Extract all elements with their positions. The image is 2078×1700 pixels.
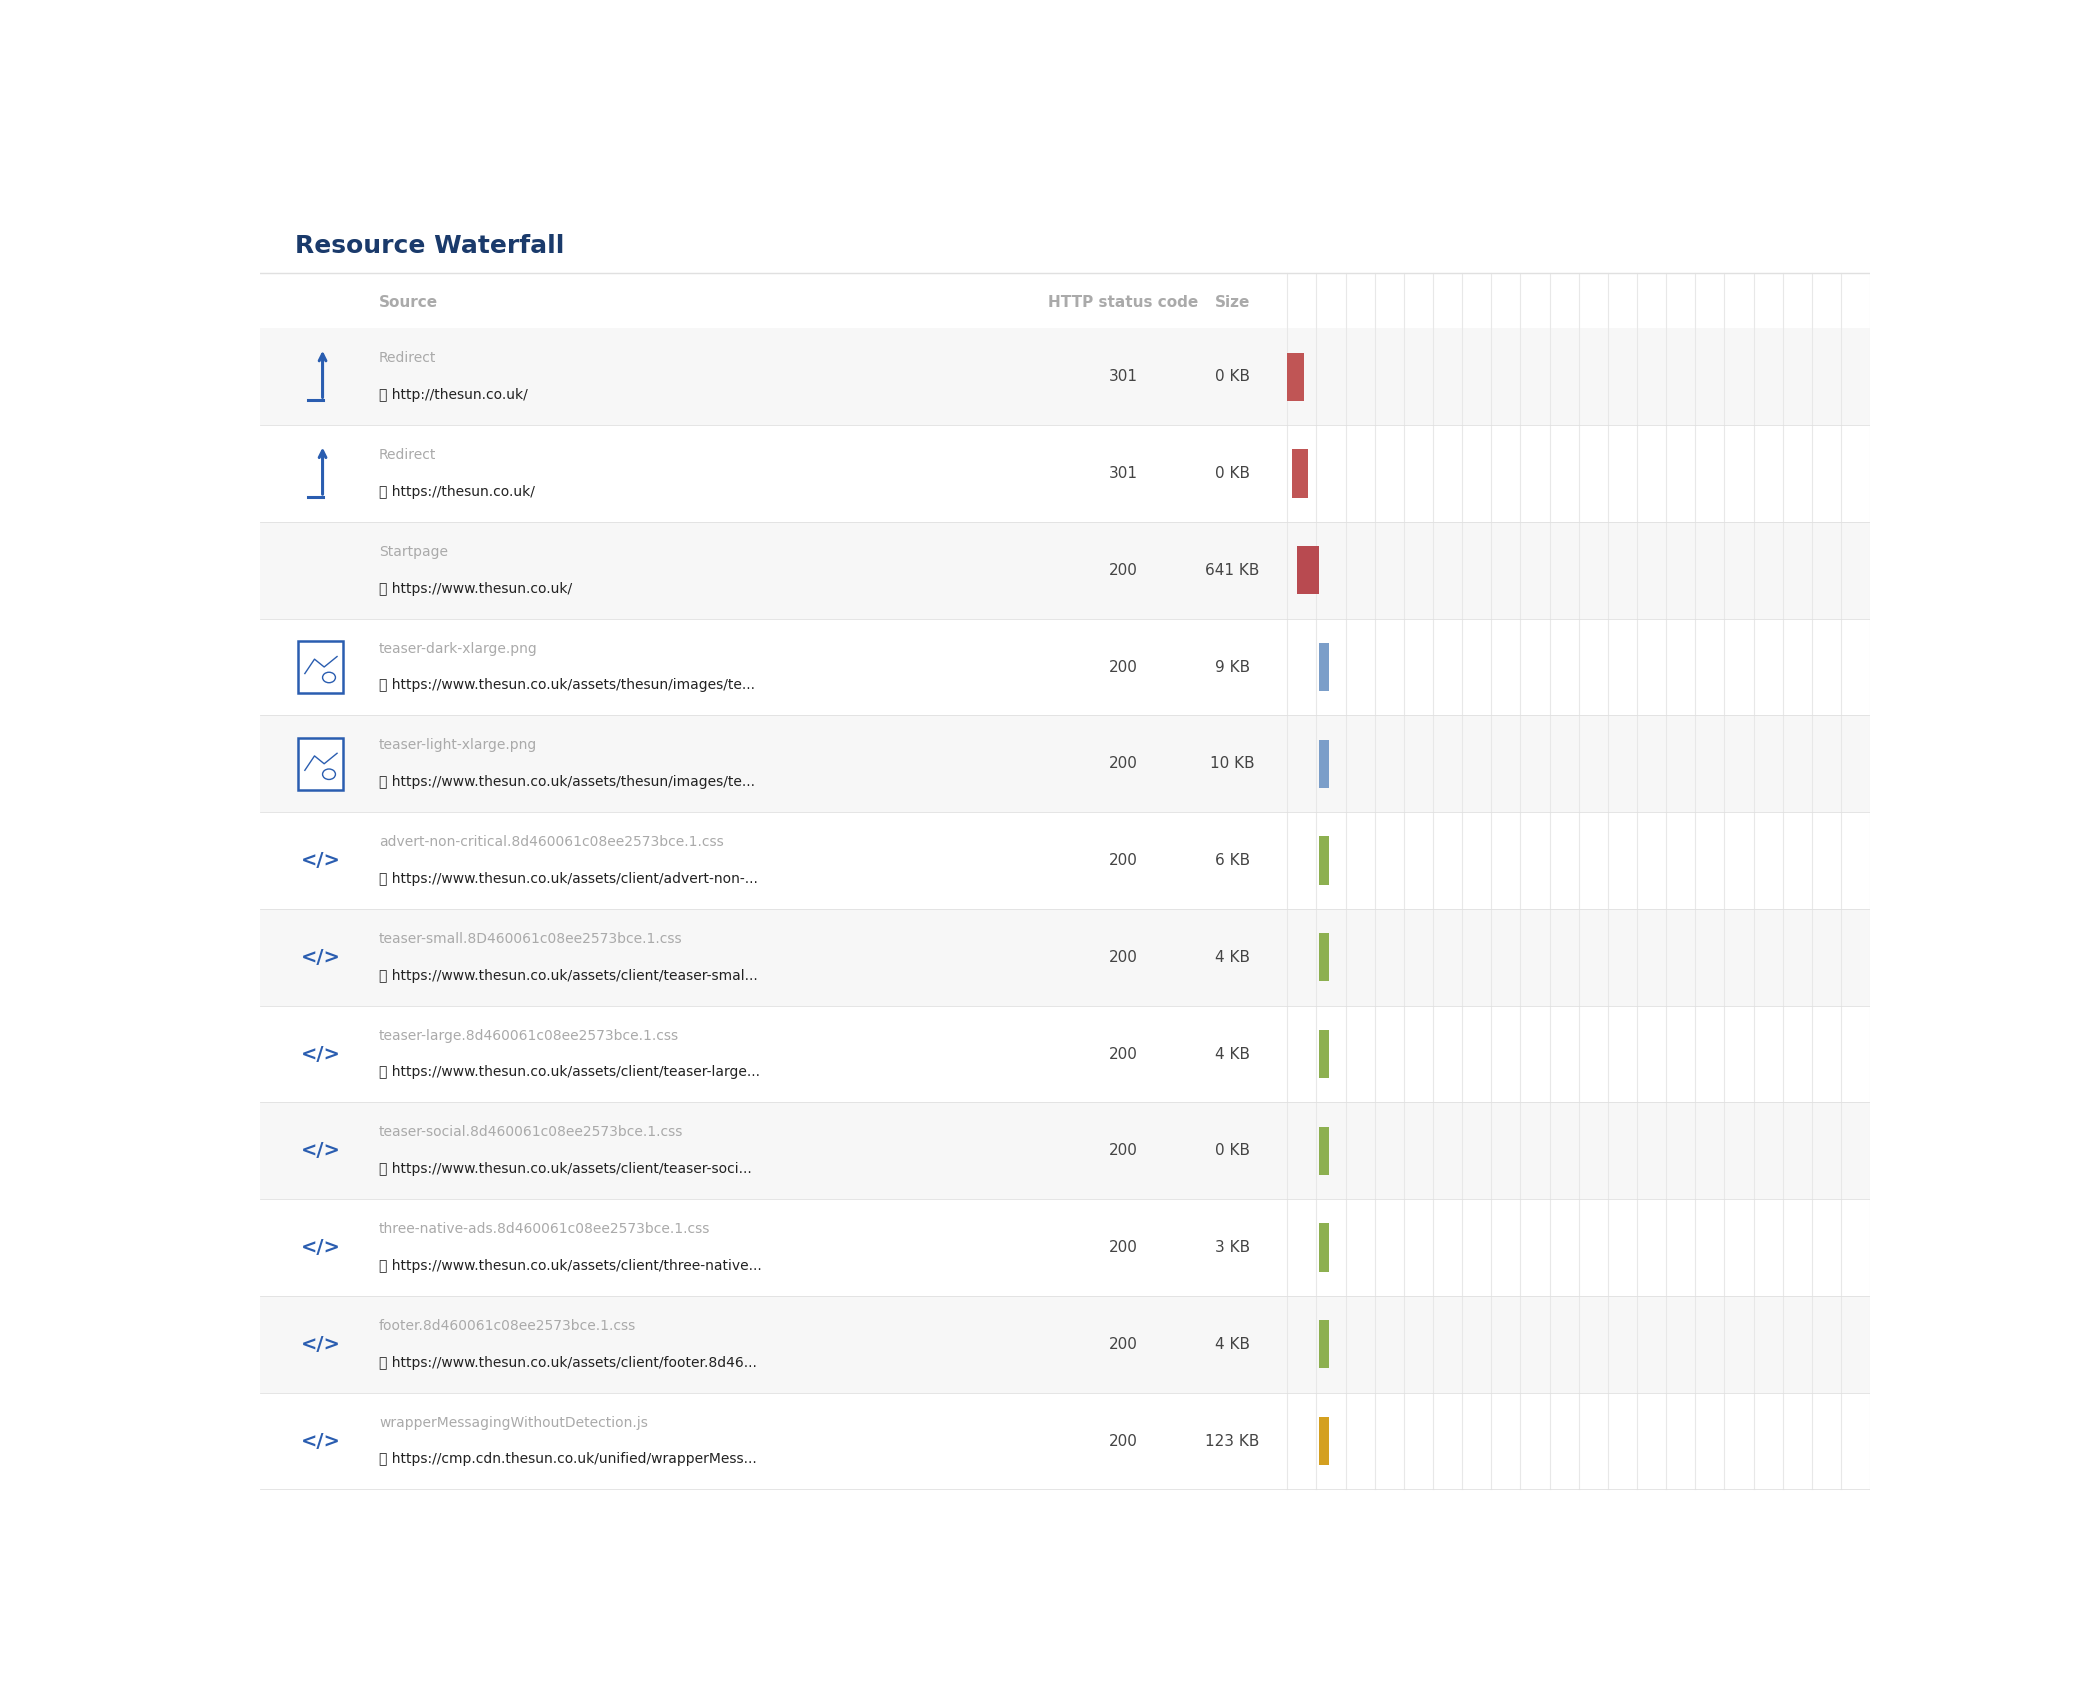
Text: 200: 200: [1108, 1239, 1137, 1255]
Text: 200: 200: [1108, 660, 1137, 675]
Text: 3 KB: 3 KB: [1216, 1239, 1251, 1255]
Text: 641 KB: 641 KB: [1205, 563, 1259, 578]
Bar: [1297, 546, 1320, 595]
Bar: [1320, 643, 1330, 692]
Text: footer.8d460061c08ee2573bce.1.css: footer.8d460061c08ee2573bce.1.css: [378, 1319, 636, 1333]
Bar: [260, 522, 1870, 619]
Bar: [260, 1295, 1870, 1392]
Bar: [1286, 352, 1303, 401]
Text: wrapperMessagingWithoutDetection.js: wrapperMessagingWithoutDetection.js: [378, 1416, 648, 1430]
Bar: [260, 813, 1870, 910]
Bar: [1320, 1416, 1330, 1465]
Text: 200: 200: [1108, 756, 1137, 772]
Bar: [260, 1198, 1870, 1295]
Text: teaser-dark-xlarge.png: teaser-dark-xlarge.png: [378, 641, 538, 656]
Text: ⧉ https://www.thesun.co.uk/assets/client/teaser-smal...: ⧉ https://www.thesun.co.uk/assets/client…: [378, 969, 758, 983]
Text: 200: 200: [1108, 853, 1137, 869]
Text: ⧉ https://www.thesun.co.uk/assets/thesun/images/te...: ⧉ https://www.thesun.co.uk/assets/thesun…: [378, 775, 754, 789]
Text: Source: Source: [378, 294, 438, 309]
Text: advert-non-critical.8d460061c08ee2573bce.1.css: advert-non-critical.8d460061c08ee2573bce…: [378, 835, 723, 850]
Bar: [260, 1006, 1870, 1102]
Text: </>: </>: [301, 949, 341, 967]
Text: 0 KB: 0 KB: [1216, 369, 1251, 384]
Text: 200: 200: [1108, 563, 1137, 578]
Text: 200: 200: [1108, 1047, 1137, 1061]
Text: Redirect: Redirect: [378, 352, 436, 366]
Text: teaser-light-xlarge.png: teaser-light-xlarge.png: [378, 738, 538, 753]
Text: Redirect: Redirect: [378, 449, 436, 462]
Text: ⧉ https://www.thesun.co.uk/assets/client/three-native...: ⧉ https://www.thesun.co.uk/assets/client…: [378, 1260, 763, 1273]
Text: Size: Size: [1216, 294, 1251, 309]
Text: ⧉ https://www.thesun.co.uk/assets/client/advert-non-...: ⧉ https://www.thesun.co.uk/assets/client…: [378, 872, 758, 886]
Text: 4 KB: 4 KB: [1216, 1336, 1251, 1352]
Text: ⧉ https://www.thesun.co.uk/assets/thesun/images/te...: ⧉ https://www.thesun.co.uk/assets/thesun…: [378, 678, 754, 692]
Text: teaser-social.8d460061c08ee2573bce.1.css: teaser-social.8d460061c08ee2573bce.1.css: [378, 1125, 684, 1139]
Text: 123 KB: 123 KB: [1205, 1433, 1259, 1448]
Bar: [1320, 836, 1330, 884]
Bar: [260, 910, 1870, 1006]
Text: 10 KB: 10 KB: [1209, 756, 1255, 772]
Text: 200: 200: [1108, 1144, 1137, 1158]
Bar: [1320, 933, 1330, 981]
Text: ⧉ https://cmp.cdn.thesun.co.uk/unified/wrapperMess...: ⧉ https://cmp.cdn.thesun.co.uk/unified/w…: [378, 1452, 756, 1467]
Text: 4 KB: 4 KB: [1216, 1047, 1251, 1061]
Text: Startpage: Startpage: [378, 546, 449, 559]
Text: ⧉ https://www.thesun.co.uk/assets/client/footer.8d46...: ⧉ https://www.thesun.co.uk/assets/client…: [378, 1355, 756, 1370]
Bar: [1293, 449, 1309, 498]
Text: </>: </>: [301, 852, 341, 870]
Text: 4 KB: 4 KB: [1216, 950, 1251, 966]
Text: </>: </>: [301, 1044, 341, 1064]
Bar: [1320, 1224, 1330, 1272]
Text: 200: 200: [1108, 950, 1137, 966]
Text: </>: </>: [301, 1238, 341, 1256]
Text: 301: 301: [1108, 466, 1137, 481]
Bar: [260, 328, 1870, 425]
Text: Resource Waterfall: Resource Waterfall: [295, 235, 565, 258]
Text: </>: </>: [301, 1431, 341, 1450]
Text: 9 KB: 9 KB: [1216, 660, 1251, 675]
Bar: [260, 425, 1870, 522]
Text: 200: 200: [1108, 1433, 1137, 1448]
Text: </>: </>: [301, 1334, 341, 1353]
Text: ⧉ https://www.thesun.co.uk/assets/client/teaser-large...: ⧉ https://www.thesun.co.uk/assets/client…: [378, 1066, 761, 1080]
Text: 0 KB: 0 KB: [1216, 1144, 1251, 1158]
Bar: [299, 641, 343, 694]
Text: ⧉ https://thesun.co.uk/: ⧉ https://thesun.co.uk/: [378, 484, 534, 498]
Text: 0 KB: 0 KB: [1216, 466, 1251, 481]
Bar: [1320, 1321, 1330, 1369]
Text: teaser-large.8d460061c08ee2573bce.1.css: teaser-large.8d460061c08ee2573bce.1.css: [378, 1028, 680, 1042]
Text: ⧉ https://www.thesun.co.uk/assets/client/teaser-soci...: ⧉ https://www.thesun.co.uk/assets/client…: [378, 1163, 752, 1176]
Text: teaser-small.8D460061c08ee2573bce.1.css: teaser-small.8D460061c08ee2573bce.1.css: [378, 932, 682, 945]
Bar: [260, 1102, 1870, 1198]
Bar: [1320, 1127, 1330, 1175]
Bar: [260, 1392, 1870, 1489]
Text: 301: 301: [1108, 369, 1137, 384]
Bar: [1320, 1030, 1330, 1078]
Bar: [260, 716, 1870, 813]
Text: ⧉ https://www.thesun.co.uk/: ⧉ https://www.thesun.co.uk/: [378, 581, 571, 595]
Text: 6 KB: 6 KB: [1216, 853, 1251, 869]
Bar: [260, 619, 1870, 716]
Bar: [299, 738, 343, 790]
Text: HTTP status code: HTTP status code: [1047, 294, 1199, 309]
Text: ⧉ http://thesun.co.uk/: ⧉ http://thesun.co.uk/: [378, 388, 528, 403]
Bar: [1320, 740, 1330, 789]
Text: three-native-ads.8d460061c08ee2573bce.1.css: three-native-ads.8d460061c08ee2573bce.1.…: [378, 1222, 711, 1236]
Text: </>: </>: [301, 1141, 341, 1161]
Text: 200: 200: [1108, 1336, 1137, 1352]
